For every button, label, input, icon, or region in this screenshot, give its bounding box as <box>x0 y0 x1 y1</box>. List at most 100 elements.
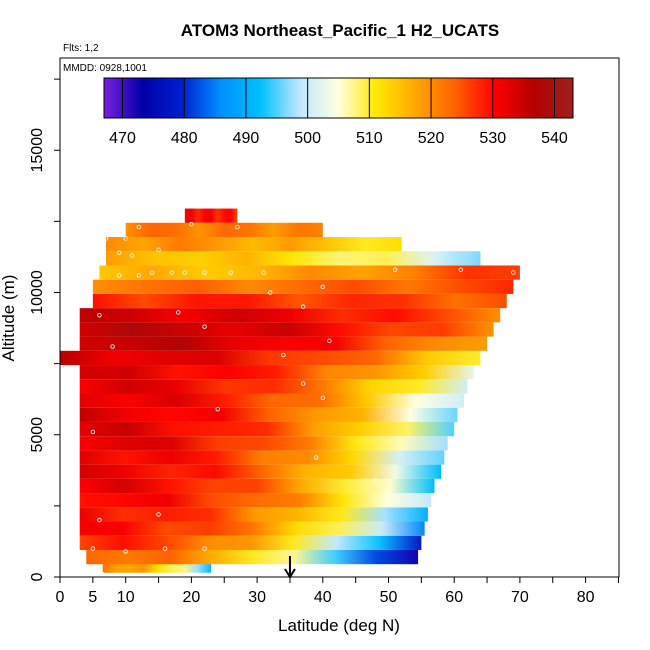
x-tick-label: 30 <box>248 589 266 606</box>
heatmap-band <box>79 379 468 394</box>
sample-point <box>268 290 273 295</box>
heatmap-band <box>79 493 432 508</box>
colorbar-tick-label: 540 <box>541 130 568 147</box>
sample-point <box>392 267 398 272</box>
heatmap-band <box>79 407 458 422</box>
colorbar-tick-label: 530 <box>479 130 506 147</box>
sample-point <box>116 273 122 278</box>
y-axis: 0 5000 10000 15000 <box>29 78 60 581</box>
heatmap-band <box>79 464 442 479</box>
sample-point <box>130 253 135 258</box>
x-tick-label: 40 <box>314 589 332 606</box>
sample-point <box>261 270 266 275</box>
sample-point <box>136 273 142 278</box>
sample-point <box>100 571 105 577</box>
colorbar-tick-label: 490 <box>233 130 260 147</box>
sample-point <box>189 222 194 227</box>
chart-title: ATOM3 Northeast_Pacific_1 H2_UCATS <box>181 21 499 40</box>
heatmap-band <box>79 322 494 337</box>
x-tick-label: 80 <box>577 589 595 606</box>
sample-point <box>156 512 161 517</box>
sample-point <box>149 270 155 275</box>
y-tick-label: 15000 <box>29 128 46 173</box>
heatmap-band <box>92 293 507 309</box>
y-tick-label: 5000 <box>29 417 46 453</box>
heatmap-band <box>92 279 514 294</box>
sample-point <box>215 406 220 412</box>
x-tick-label: 0 <box>56 589 65 606</box>
x-axis-label: Latitude (deg N) <box>278 616 400 635</box>
heatmap-band <box>79 365 474 380</box>
colorbar-tick-label: 510 <box>356 130 383 147</box>
colorbar-tick-label: 520 <box>418 130 445 147</box>
sample-point <box>97 517 102 523</box>
sample-point <box>123 549 128 554</box>
sample-point <box>373 478 378 483</box>
heatmap-band <box>79 507 428 522</box>
flights-annotation: Flts: 1,2 <box>63 43 99 54</box>
x-tick-label: 20 <box>183 589 201 606</box>
sample-point <box>156 247 161 253</box>
heatmap-band <box>79 393 465 408</box>
heatmap-band <box>79 450 445 465</box>
heatmap-band <box>99 265 520 280</box>
heatmap-band <box>79 535 422 550</box>
heatmap-band <box>184 208 238 223</box>
heatmap-band <box>60 350 481 366</box>
sample-point <box>116 250 122 255</box>
sample-point <box>90 429 96 435</box>
heatmap-band <box>79 436 448 451</box>
sample-point <box>202 270 207 275</box>
plot-frame <box>59 57 620 578</box>
sample-points-layer <box>90 222 516 577</box>
heatmap-band <box>105 251 481 266</box>
x-tick-label: 60 <box>445 589 463 606</box>
sample-point <box>97 313 102 318</box>
y-axis-label: Altitude (m) <box>0 275 18 362</box>
y-tick-label: 0 <box>29 572 46 581</box>
sample-point <box>90 546 96 551</box>
sample-point <box>136 224 142 230</box>
colorbar-tick-label: 480 <box>171 130 198 147</box>
heatmap-band <box>125 222 323 238</box>
sample-point <box>511 270 516 275</box>
sample-point <box>110 344 115 349</box>
sample-point <box>123 236 128 241</box>
heatmap-band <box>79 521 425 536</box>
x-tick-label: 10 <box>117 589 135 606</box>
sample-point <box>176 310 181 315</box>
sample-point <box>103 236 109 241</box>
colorbar: 470 480 490 500 510 520 530 540 <box>103 77 574 147</box>
heatmap-band <box>79 308 501 323</box>
heatmap-band <box>105 237 402 252</box>
sample-point <box>320 395 325 400</box>
x-tick-label: 5 <box>88 589 97 606</box>
y-tick-label: 10000 <box>29 270 46 315</box>
sample-point <box>320 284 325 290</box>
sample-point <box>314 455 319 460</box>
sample-point <box>327 338 332 344</box>
x-tick-label: 70 <box>511 589 529 606</box>
sample-point <box>458 267 463 272</box>
sample-point <box>235 224 240 230</box>
x-axis: 0 5 10 20 30 40 50 60 70 80 <box>56 577 619 606</box>
sample-point <box>202 546 207 551</box>
arrow-marker <box>284 556 296 579</box>
heatmap-layer <box>60 208 520 573</box>
sample-point <box>202 324 207 329</box>
heatmap-band <box>79 421 455 437</box>
date-annotation: MMDD: 0928,1001 <box>63 63 147 74</box>
sample-point <box>300 381 306 386</box>
sample-point <box>300 304 306 309</box>
heatmap-band <box>79 478 435 494</box>
sample-point <box>228 270 234 275</box>
heatmap-band <box>79 336 488 351</box>
sample-point <box>281 352 286 358</box>
x-tick-label: 50 <box>380 589 398 606</box>
heatmap-band <box>86 549 419 565</box>
sample-point <box>162 546 168 551</box>
sample-point <box>182 270 188 275</box>
sample-point <box>169 270 174 275</box>
colorbar-gradient <box>103 77 574 119</box>
